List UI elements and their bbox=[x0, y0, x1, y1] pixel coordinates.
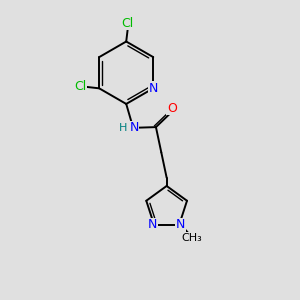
Text: N: N bbox=[148, 82, 158, 95]
Text: N: N bbox=[148, 218, 158, 231]
Text: N: N bbox=[129, 121, 139, 134]
Text: N: N bbox=[176, 218, 185, 231]
Text: O: O bbox=[167, 102, 177, 115]
Text: Cl: Cl bbox=[74, 80, 86, 93]
Text: CH₃: CH₃ bbox=[181, 233, 202, 243]
Text: H: H bbox=[119, 123, 128, 133]
Text: Cl: Cl bbox=[122, 16, 134, 30]
